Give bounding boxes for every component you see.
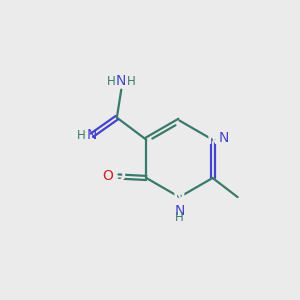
- Text: N: N: [116, 74, 127, 88]
- Text: H: H: [76, 129, 85, 142]
- Text: O: O: [112, 169, 125, 184]
- Text: N: N: [206, 132, 219, 147]
- Text: N: N: [173, 190, 186, 205]
- Text: H: H: [107, 75, 116, 88]
- Text: H: H: [175, 211, 184, 224]
- Text: N: N: [87, 128, 97, 142]
- Text: N: N: [219, 131, 230, 145]
- Text: O: O: [102, 169, 113, 184]
- Text: H: H: [127, 75, 136, 88]
- Text: N: N: [174, 205, 184, 218]
